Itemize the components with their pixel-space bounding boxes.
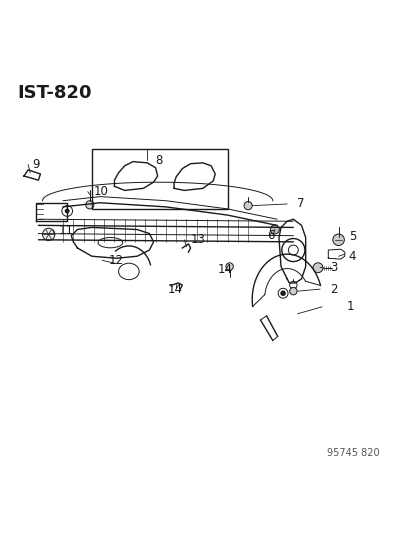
Circle shape xyxy=(43,228,55,240)
Text: 12: 12 xyxy=(108,254,123,267)
Text: 3: 3 xyxy=(330,261,337,274)
Text: 2: 2 xyxy=(330,282,337,296)
Circle shape xyxy=(270,225,279,234)
Text: 5: 5 xyxy=(348,230,355,244)
Text: 9: 9 xyxy=(32,158,40,171)
Circle shape xyxy=(289,287,297,295)
Circle shape xyxy=(332,234,344,246)
Text: 14: 14 xyxy=(217,263,232,276)
Text: 13: 13 xyxy=(190,233,205,246)
Bar xyxy=(92,149,227,209)
Circle shape xyxy=(85,201,94,209)
Text: 1: 1 xyxy=(346,300,354,313)
Text: 10: 10 xyxy=(94,185,109,198)
Text: 8: 8 xyxy=(155,154,163,167)
Circle shape xyxy=(280,291,285,295)
Text: 4: 4 xyxy=(348,250,356,263)
Circle shape xyxy=(225,263,233,270)
Circle shape xyxy=(243,201,252,210)
Text: 6: 6 xyxy=(266,229,273,242)
Circle shape xyxy=(64,208,69,213)
Text: IST-820: IST-820 xyxy=(18,84,92,101)
Text: 95745 820: 95745 820 xyxy=(326,448,379,458)
Circle shape xyxy=(312,263,322,273)
Text: 7: 7 xyxy=(297,198,304,211)
Text: 14: 14 xyxy=(168,282,183,296)
Text: 11: 11 xyxy=(59,224,74,237)
